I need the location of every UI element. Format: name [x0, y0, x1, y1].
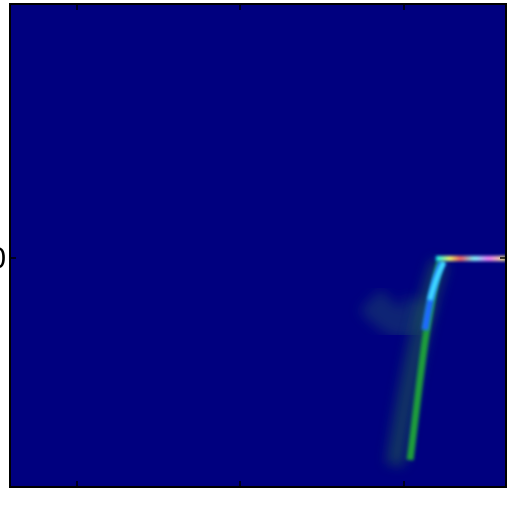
tick-marks [10, 4, 506, 487]
plot-frame [9, 3, 507, 488]
heatmap-features [128, 256, 506, 467]
y-tick-label: 0 [0, 242, 6, 275]
heatmap-background [10, 4, 506, 487]
